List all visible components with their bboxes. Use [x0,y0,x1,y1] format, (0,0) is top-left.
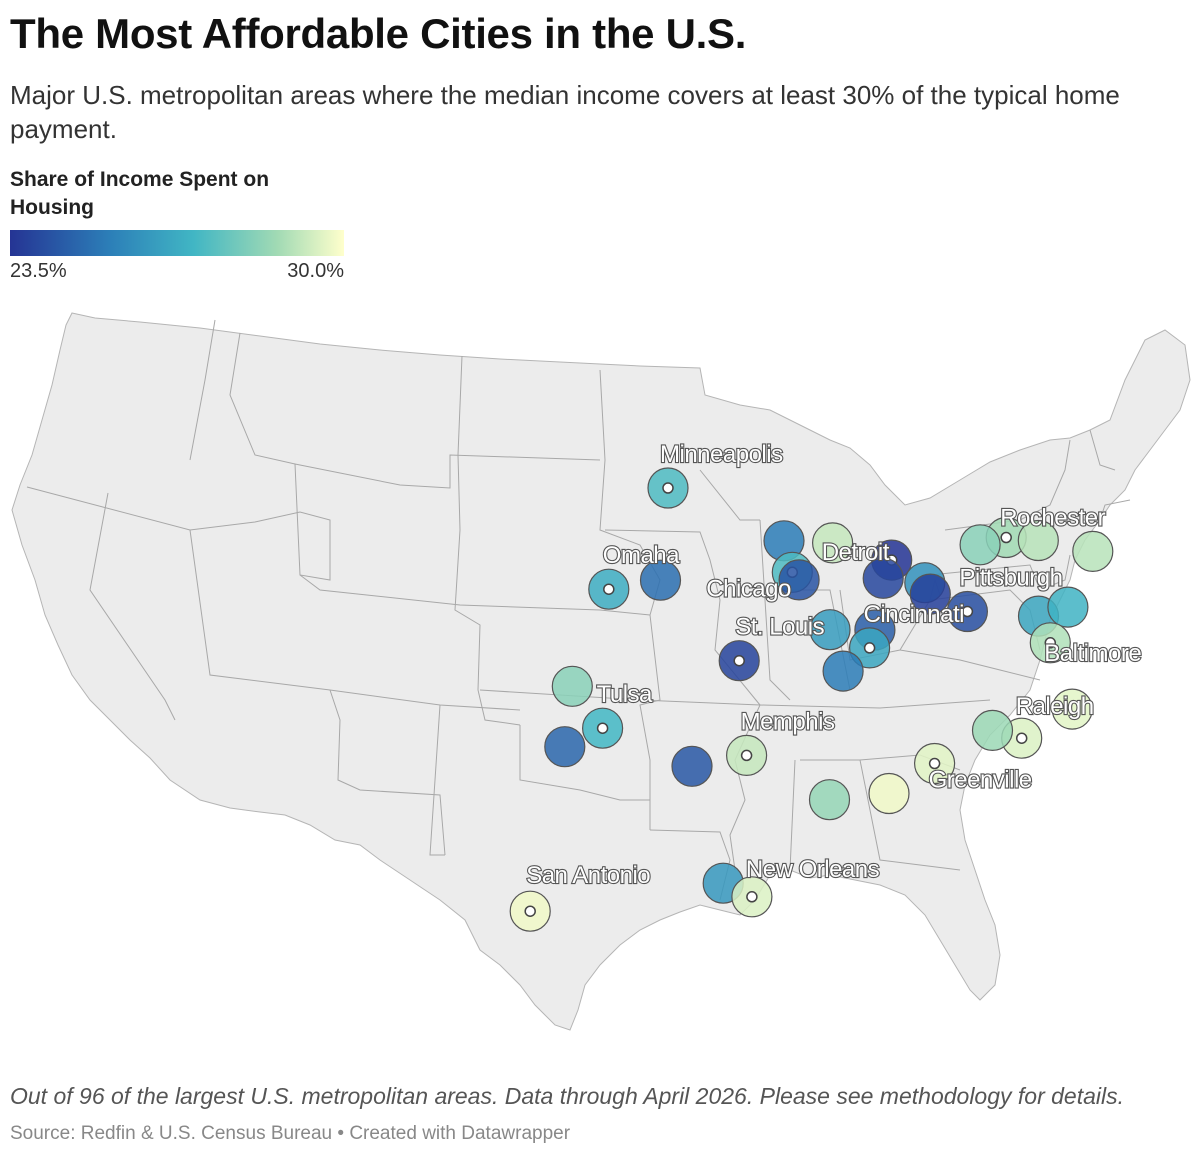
legend-min-label: 23.5% [10,260,67,282]
state-border [189,319,216,461]
city-dot-rochester [1000,531,1012,544]
state-border [89,492,176,721]
state-border [299,574,651,616]
city-marker-louisville[interactable] [822,650,864,692]
legend-gradient-bar [10,230,344,256]
state-border [859,759,961,871]
state-border [429,704,445,856]
city-marker-atlanta[interactable] [868,772,910,815]
city-label-omaha: Omaha [603,542,680,569]
city-dot-baltimore [1044,637,1057,649]
city-dot-cincinnati [863,642,876,654]
city-label-raleigh: Raleigh [1016,693,1094,720]
city-markers [509,467,1114,932]
land-layer [11,312,1191,1031]
city-dot-tulsa [596,722,609,734]
city-dot-minneapolis [662,482,674,494]
city-label-memphis: Memphis [741,708,835,735]
city-marker-wichita[interactable] [551,665,593,707]
city-labels: Minneapolis Rochester Detroit Pittsburgh Chi… [525,440,1143,890]
city-marker-buffalo[interactable] [959,524,1001,566]
city-marker-akron[interactable] [909,573,951,615]
city-label-tulsa: Tulsa [597,681,653,708]
state-border [229,332,296,465]
city-label-minneapolis: Minneapolis [660,441,783,468]
city-marker-birmingham[interactable] [808,779,851,821]
city-marker-gary[interactable] [778,559,820,601]
city-marker-oklahoma-city[interactable] [544,726,586,768]
city-dot-omaha [603,583,615,595]
city-marker-albany[interactable] [1072,530,1114,573]
chart-title: The Most Affordable Cities in the U.S. [10,10,747,57]
state-border [789,759,796,871]
city-label-st-louis: St. Louis [735,614,824,641]
city-marker-indianapolis[interactable] [809,609,851,651]
state-border [519,725,650,801]
city-dot-st-louis [733,654,745,667]
city-label-baltimore: Baltimore [1044,640,1141,667]
city-marker-greensboro[interactable] [971,709,1014,752]
city-label-new-orleans: New Orleans [746,856,880,883]
city-marker-grand-rapids[interactable] [811,522,854,564]
city-dot-memphis [740,749,753,762]
state-border [1089,429,1116,471]
state-border [929,554,1071,591]
city-label-cincinnati: Cincinnati [864,601,964,628]
state-border [1060,499,1131,521]
city-marker-des-moines[interactable] [639,559,682,601]
city-dot-san-antonio [524,905,536,917]
city-marker-allentown[interactable] [1047,586,1089,628]
city-dot-pittsburgh [961,605,974,618]
us-land-shape [11,312,1191,1031]
us-map: Minneapolis Rochester Detroit Pittsburgh Chi… [11,312,1191,1031]
state-border [329,689,446,856]
chart-subtitle: Major U.S. metropolitan areas where the … [10,80,1120,144]
city-label-rochester: Rochester [1000,505,1105,532]
city-dot-raleigh [1015,732,1028,744]
legend-title: Share of Income Spent on Housing [10,168,270,219]
city-label-greenville: Greenville [929,767,1032,794]
city-marker-toledo[interactable] [862,557,904,599]
legend-labels: 23.5% 30.0% [10,260,344,288]
city-label-san-antonio: San Antonio [526,862,650,889]
city-label-pittsburgh: Pittsburgh [959,565,1062,592]
city-dot-greenville [928,757,941,770]
city-label-detroit: Detroit [822,539,890,566]
footer-source: Source: Redfin & U.S. Census Bureau • Cr… [10,1123,571,1144]
city-label-chicago: Chicago [706,575,791,602]
state-border [454,355,521,726]
state-border [699,469,760,521]
color-legend: Share of Income Spent on Housing 23.5% 3… [10,166,344,288]
state-border [899,649,1041,681]
city-marker-syracuse[interactable] [1017,519,1059,562]
city-marker-virginia-beach[interactable] [1051,688,1093,730]
footer-notes: Out of 96 of the largest U.S. metropolit… [10,1083,1125,1109]
legend-max-label: 30.0% [287,260,344,282]
state-border [759,519,791,701]
city-dot-new-orleans [746,891,758,903]
city-marker-little-rock[interactable] [671,745,713,787]
